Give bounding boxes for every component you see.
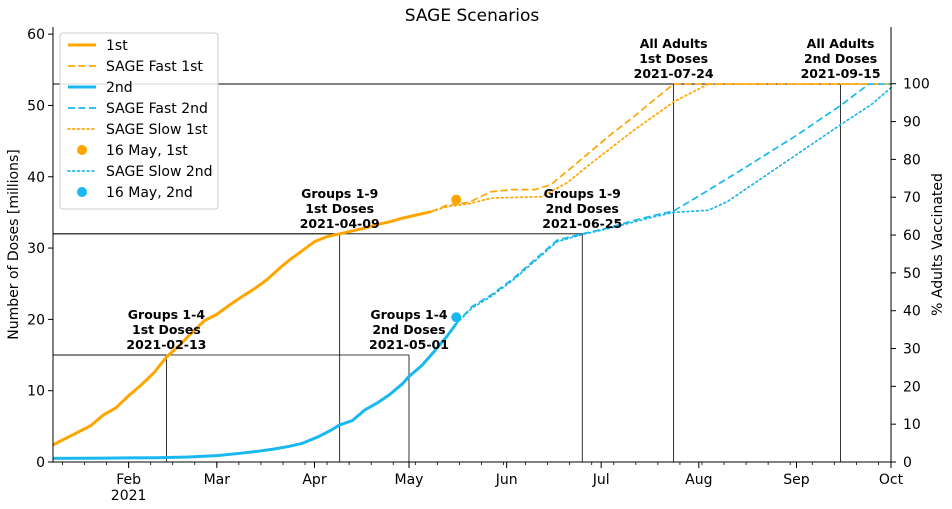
milestone-label: 2nd Doses: [372, 322, 445, 337]
legend-item-sage-fast-2nd: SAGE Fast 2nd: [68, 101, 208, 117]
y-tick-label: 10: [27, 384, 45, 400]
y-right-tick-label: 90: [903, 115, 921, 131]
y-right-tick-label: 20: [903, 379, 921, 395]
milestone-label: All Adults: [807, 36, 875, 51]
y-tick-label: 20: [27, 312, 45, 328]
milestone-label: 2021-02-13: [126, 337, 206, 352]
legend-label: 1st: [106, 38, 128, 54]
marker-16-may-1st: [451, 194, 462, 205]
legend-label: SAGE Slow 2nd: [106, 164, 213, 180]
milestone-label: 1st Doses: [305, 201, 374, 216]
milestone-label: 2nd Doses: [804, 51, 877, 66]
y-right-tick-label: 30: [903, 342, 921, 358]
legend-label: 16 May, 2nd: [106, 185, 193, 201]
legend-item-1st: 1st: [68, 38, 128, 54]
x-tick-label: Mar: [204, 472, 231, 488]
series-2nd: [52, 322, 458, 460]
milestone-label: 2021-06-25: [542, 216, 622, 231]
legend-item-sage-fast-1st: SAGE Fast 1st: [68, 59, 203, 75]
milestone-label: Groups 1-4: [128, 307, 206, 322]
y-tick-label: 40: [27, 170, 45, 186]
milestone-label: Groups 1-4: [370, 307, 448, 322]
legend-item-2nd: 2nd: [68, 80, 133, 96]
x-tick-label: Sep: [783, 472, 810, 488]
legend-item-sage-slow-2nd: SAGE Slow 2nd: [67, 164, 213, 180]
y-tick-label: 0: [36, 455, 45, 471]
y-tick-label: 50: [27, 98, 45, 114]
series-sage-slow-1st: [430, 83, 892, 213]
series-layer: [52, 83, 892, 460]
milestone-label: All Adults: [640, 36, 708, 51]
legend-frame: [59, 32, 219, 210]
y-right-tick-label: 50: [903, 266, 921, 282]
x-tick-label: Feb: [116, 472, 141, 488]
legend-swatch-marker: [77, 187, 87, 197]
legend-label: SAGE Fast 1st: [106, 59, 203, 75]
x-tick-label: Jul: [592, 472, 610, 488]
legend-label: SAGE Fast 2nd: [106, 101, 208, 117]
x-tick-label: Apr: [302, 472, 326, 488]
milestone-label: 2021-04-09: [300, 216, 380, 231]
series-1st: [52, 210, 432, 447]
milestone-label: 2021-09-15: [801, 66, 881, 81]
legend-label: 2nd: [106, 80, 133, 96]
legend-item-16-may-1st: 16 May, 1st: [77, 143, 188, 159]
series-sage-fast-1st: [430, 83, 891, 213]
y-axis-label: Number of Doses [millions]: [6, 149, 22, 339]
milestone-label: Groups 1-9: [301, 186, 378, 201]
y-right-tick-label: 100: [903, 77, 930, 93]
milestone-label: 2021-07-24: [634, 66, 714, 81]
y-right-tick-label: 60: [903, 228, 921, 244]
legend-swatch-marker: [77, 145, 87, 155]
y-tick-label: 60: [27, 27, 45, 43]
legend: 1st SAGE Fast 1st 2nd SAGE Fast 2nd SAGE Slo…: [59, 32, 219, 210]
milestone-label: 1st Doses: [639, 51, 708, 66]
y-right-tick-label: 40: [903, 304, 921, 320]
x-tick-label: Aug: [685, 472, 712, 488]
series-sage-slow-2nd: [455, 86, 892, 325]
y-right-tick-label: 10: [903, 417, 921, 433]
axes-layer: 01020304050600102030405060708090100Feb20…: [27, 27, 930, 504]
milestone-label: 2021-05-01: [369, 337, 449, 352]
marker-16-may-2nd: [451, 312, 462, 323]
x-tick-label: Jun: [495, 472, 518, 488]
y-axis-right-label: % Adults Vaccinated: [930, 173, 946, 316]
x-tick-sublabel: 2021: [111, 488, 147, 504]
chart-title: SAGE Scenarios: [405, 6, 540, 26]
milestone-label: 1st Doses: [132, 322, 201, 337]
y-right-tick-label: 0: [903, 455, 912, 471]
x-tick-label: Oct: [879, 472, 904, 488]
y-right-tick-label: 80: [903, 152, 921, 168]
y-right-tick-label: 70: [903, 190, 921, 206]
legend-label: 16 May, 1st: [106, 143, 188, 159]
series-sage-fast-2nd: [455, 83, 891, 325]
y-tick-label: 30: [27, 241, 45, 257]
milestone-label: 2nd Doses: [546, 201, 619, 216]
milestone-label: Groups 1-9: [544, 186, 621, 201]
legend-item-16-may-2nd: 16 May, 2nd: [77, 185, 193, 201]
x-tick-label: May: [395, 472, 424, 488]
legend-label: SAGE Slow 1st: [106, 122, 208, 138]
legend-item-sage-slow-1st: SAGE Slow 1st: [67, 122, 208, 138]
markers-layer: [451, 194, 462, 323]
